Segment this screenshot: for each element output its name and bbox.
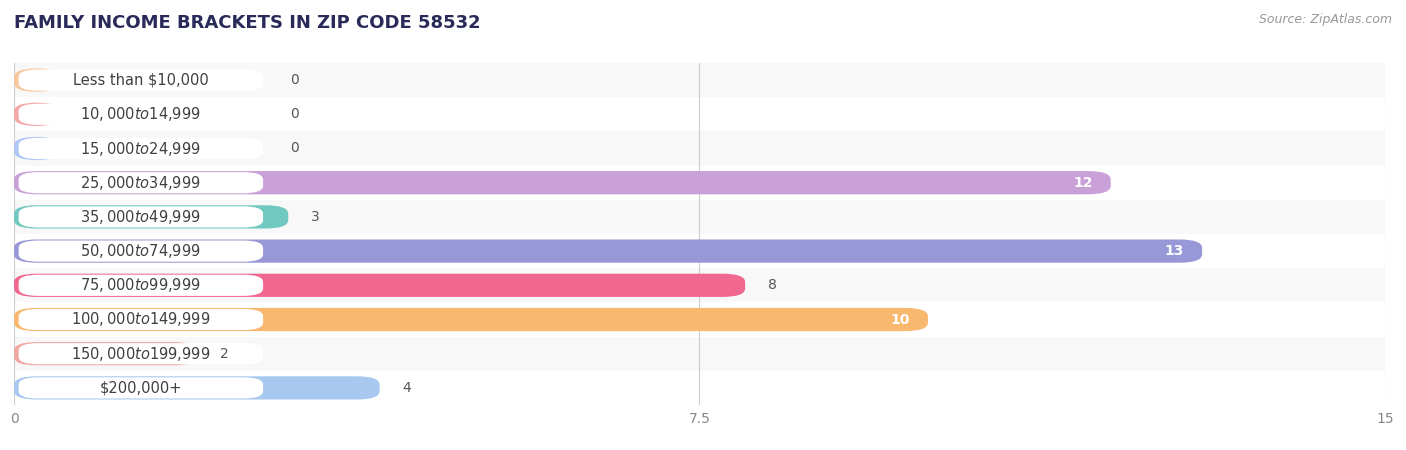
FancyBboxPatch shape [14, 342, 197, 365]
Text: 4: 4 [402, 381, 411, 395]
Text: 3: 3 [311, 210, 319, 224]
Text: 0: 0 [291, 73, 299, 87]
Text: 13: 13 [1164, 244, 1184, 258]
FancyBboxPatch shape [14, 376, 380, 400]
FancyBboxPatch shape [18, 69, 263, 91]
FancyBboxPatch shape [18, 172, 263, 194]
FancyBboxPatch shape [18, 309, 263, 330]
FancyBboxPatch shape [14, 205, 288, 229]
Text: $75,000 to $99,999: $75,000 to $99,999 [80, 276, 201, 294]
FancyBboxPatch shape [18, 240, 263, 262]
FancyBboxPatch shape [14, 137, 59, 160]
FancyBboxPatch shape [18, 343, 263, 364]
FancyBboxPatch shape [18, 274, 263, 296]
Bar [14, 371, 1385, 405]
Bar [14, 234, 1385, 268]
FancyBboxPatch shape [18, 104, 263, 125]
Text: 12: 12 [1073, 176, 1092, 190]
Bar [14, 302, 1385, 337]
FancyBboxPatch shape [14, 171, 1111, 194]
Text: $150,000 to $199,999: $150,000 to $199,999 [72, 345, 211, 363]
Bar [14, 131, 1385, 166]
Text: $35,000 to $49,999: $35,000 to $49,999 [80, 208, 201, 226]
Text: $10,000 to $14,999: $10,000 to $14,999 [80, 105, 201, 123]
Text: 0: 0 [291, 141, 299, 156]
Bar [14, 337, 1385, 371]
Text: $200,000+: $200,000+ [100, 380, 181, 396]
FancyBboxPatch shape [14, 103, 59, 126]
Text: 0: 0 [291, 107, 299, 122]
Bar [14, 63, 1385, 97]
FancyBboxPatch shape [18, 206, 263, 228]
Bar [14, 166, 1385, 200]
Text: 10: 10 [890, 312, 910, 327]
Text: 2: 2 [219, 346, 228, 361]
FancyBboxPatch shape [14, 239, 1202, 263]
Text: $100,000 to $149,999: $100,000 to $149,999 [72, 310, 211, 328]
Text: $25,000 to $34,999: $25,000 to $34,999 [80, 174, 201, 192]
FancyBboxPatch shape [18, 138, 263, 159]
Text: Less than $10,000: Less than $10,000 [73, 72, 208, 88]
Text: 8: 8 [768, 278, 778, 293]
Bar [14, 200, 1385, 234]
FancyBboxPatch shape [14, 274, 745, 297]
FancyBboxPatch shape [14, 68, 59, 92]
FancyBboxPatch shape [14, 308, 928, 331]
Text: FAMILY INCOME BRACKETS IN ZIP CODE 58532: FAMILY INCOME BRACKETS IN ZIP CODE 58532 [14, 14, 481, 32]
Bar [14, 268, 1385, 302]
Text: $50,000 to $74,999: $50,000 to $74,999 [80, 242, 201, 260]
Bar [14, 97, 1385, 131]
Text: Source: ZipAtlas.com: Source: ZipAtlas.com [1258, 14, 1392, 27]
FancyBboxPatch shape [18, 377, 263, 399]
Text: $15,000 to $24,999: $15,000 to $24,999 [80, 140, 201, 158]
